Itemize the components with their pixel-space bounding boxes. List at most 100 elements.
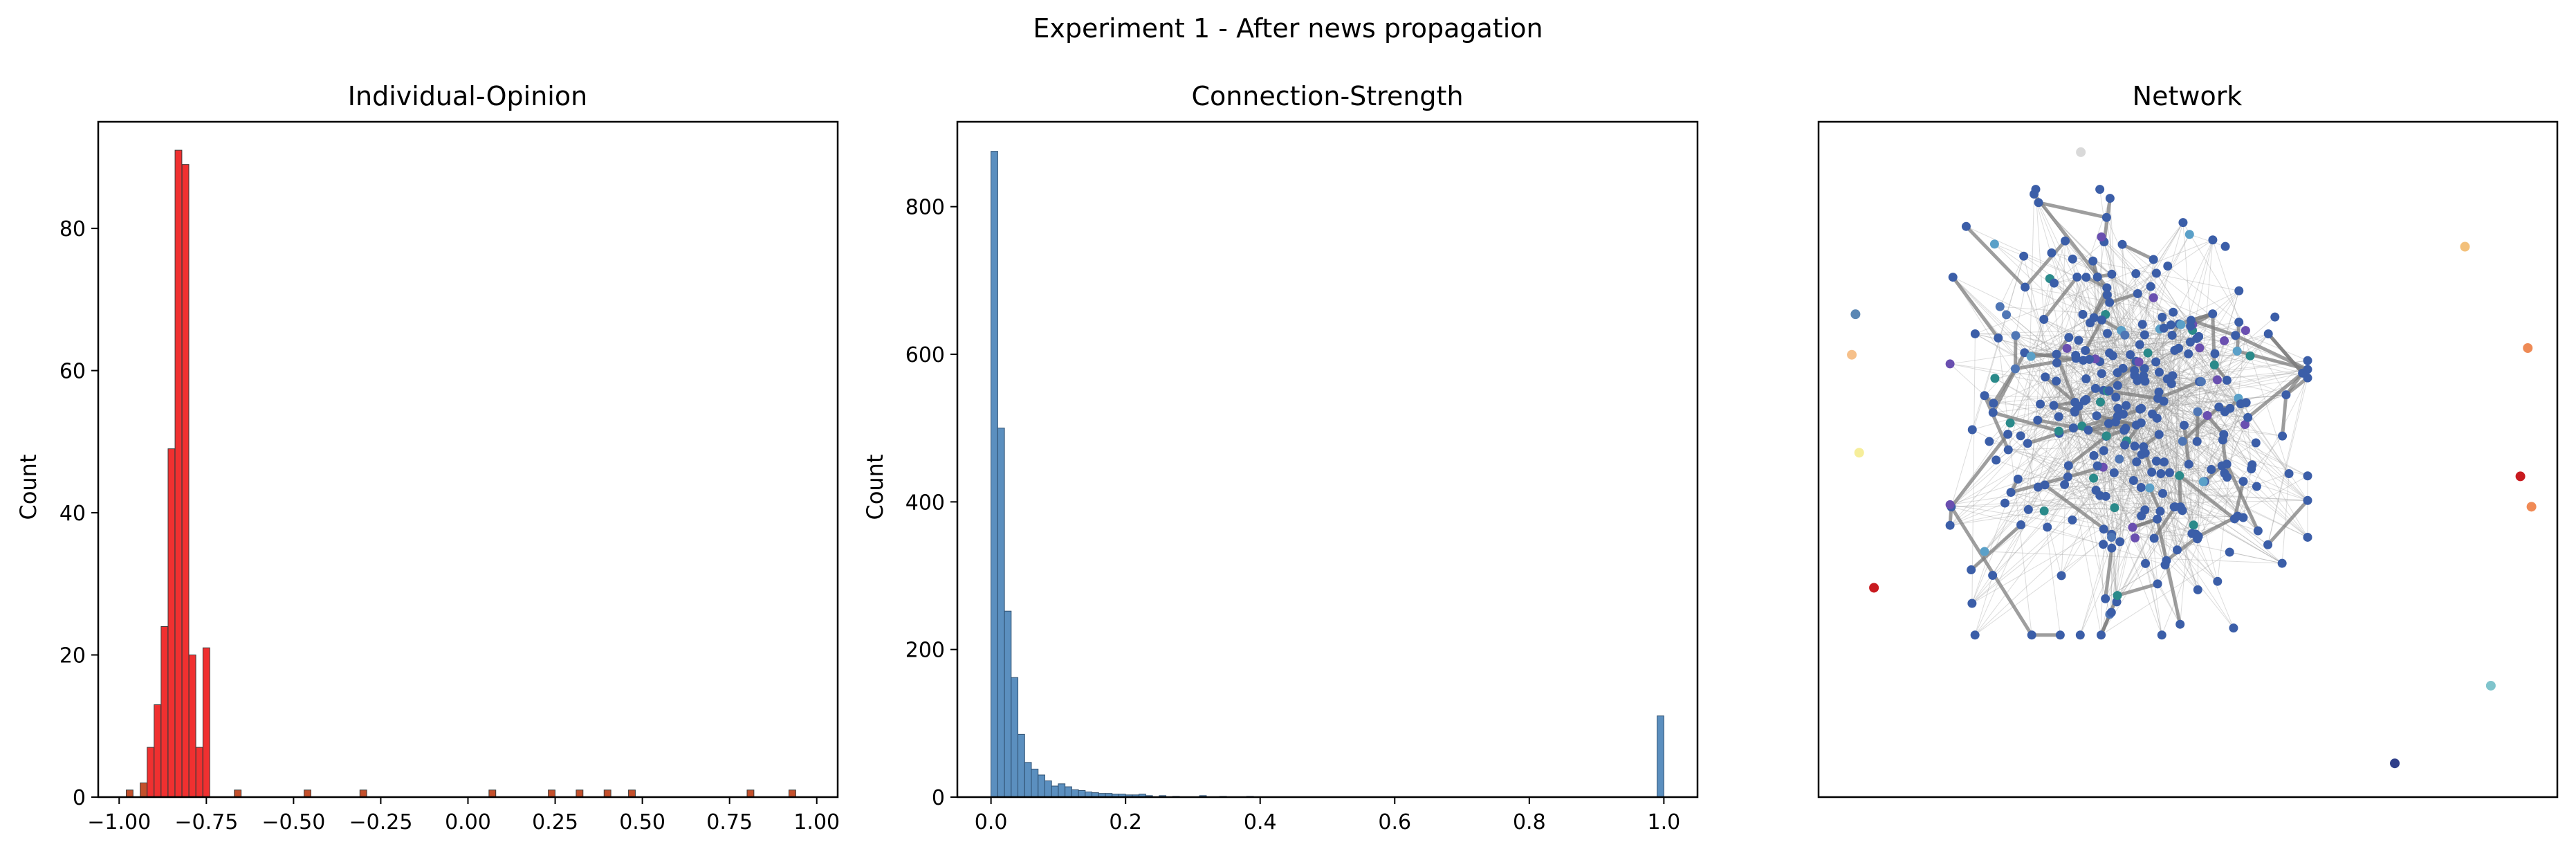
opinion-histogram-y-tick-label: 60 [59, 360, 86, 384]
network-node [2097, 316, 2106, 325]
network-node [2220, 336, 2229, 345]
network-node [2034, 198, 2043, 207]
opinion-histogram-panel: Individual-Opinion Count −1.00−0.75−0.50… [15, 81, 840, 834]
network-node [2088, 257, 2097, 266]
network-node [2149, 255, 2158, 264]
network-edge [2189, 235, 2225, 246]
network-node [2064, 333, 2073, 342]
opinion-histogram-x-tick-label: 1.00 [793, 810, 840, 834]
network-node [2160, 457, 2169, 466]
network-node [2231, 331, 2240, 340]
network-node [2031, 185, 2040, 194]
network-outlier-node [1850, 309, 1860, 319]
network-node [2130, 366, 2139, 375]
network-node [2138, 320, 2147, 329]
network-node [2097, 630, 2106, 639]
network-node [2281, 390, 2290, 399]
network-node [2203, 411, 2212, 420]
network-node [2081, 273, 2090, 282]
opinion-histogram-bar [182, 165, 189, 797]
network-node [2011, 331, 2020, 340]
network-node [2081, 374, 2090, 383]
network-node [2223, 459, 2232, 468]
network-node [1988, 571, 1997, 580]
network-node [2027, 630, 2036, 639]
opinion-histogram-x-tick-label: 0.00 [445, 810, 491, 834]
network-node [2303, 496, 2312, 505]
network-node [2155, 506, 2164, 515]
figure-suptitle: Experiment 1 - After news propagation [1033, 13, 1543, 44]
opinion-histogram-bar [154, 704, 161, 797]
network-node [2184, 459, 2193, 468]
network-title: Network [2133, 81, 2243, 111]
network-node [2197, 377, 2206, 386]
network-node [2210, 349, 2219, 358]
network-node [2068, 255, 2077, 264]
opinion-histogram-y-tick-label: 80 [59, 217, 86, 241]
network-node [2103, 329, 2112, 338]
network-node [1946, 500, 1955, 509]
network-node [2252, 438, 2261, 447]
network-node [2303, 356, 2312, 365]
network-node [2105, 298, 2114, 307]
network-node [2193, 437, 2202, 446]
network-node [1980, 547, 1989, 556]
connection-histogram-bar [1657, 716, 1664, 797]
opinion-histogram-bar [147, 747, 154, 797]
network-outlier-node [1869, 583, 1879, 592]
network-node [2107, 270, 2116, 279]
network-node [2165, 468, 2174, 477]
connection-histogram-bar [1071, 789, 1078, 797]
network-node [1967, 599, 1976, 608]
network-node [2011, 364, 2020, 373]
network-node [2014, 475, 2023, 484]
network-node [2191, 529, 2200, 538]
network-node [2002, 310, 2011, 319]
network-node [2193, 585, 2202, 594]
network-node [2021, 282, 2030, 291]
network-node [2223, 376, 2232, 385]
network-node [2110, 503, 2119, 512]
network-node [2135, 340, 2144, 349]
network-node [2263, 540, 2272, 549]
network-node [2161, 560, 2170, 569]
network-edge [2044, 511, 2061, 575]
network-node [2131, 269, 2140, 278]
network-node [2156, 469, 2165, 478]
network-node [2160, 324, 2169, 333]
opinion-histogram-bar [576, 790, 583, 797]
network-node [2145, 484, 2154, 493]
connection-histogram-bar [991, 152, 998, 797]
network-node [2208, 235, 2217, 244]
network-node [2072, 273, 2081, 282]
network-node [2153, 414, 2162, 423]
network-node [2099, 446, 2108, 455]
network-node [2007, 488, 2016, 497]
network-node [1985, 437, 1994, 446]
network-node [2303, 471, 2312, 480]
network-node [2089, 474, 2098, 483]
network-panel: Network [1819, 81, 2557, 797]
opinion-histogram-bar [629, 790, 636, 797]
network-node [2195, 343, 2204, 352]
network-node [2245, 352, 2254, 360]
network-node [2186, 338, 2195, 347]
network-node [2081, 395, 2090, 404]
network-node [2194, 332, 2203, 341]
network-node [1971, 329, 1980, 338]
network-node [2076, 630, 2085, 639]
opinion-histogram-x-tick-label: −0.50 [261, 810, 325, 834]
network-node [2111, 417, 2120, 426]
network-node [2176, 320, 2185, 329]
network-node [2078, 310, 2087, 319]
network-node [2113, 591, 2122, 600]
network-strong-edge [2015, 336, 2016, 369]
network-node [2252, 482, 2261, 491]
network-node [2019, 252, 2028, 261]
network-outlier-node [2460, 242, 2470, 252]
network-node [2132, 457, 2141, 466]
network-node [2185, 230, 2194, 239]
opinion-histogram-ylabel: Count [15, 454, 42, 520]
